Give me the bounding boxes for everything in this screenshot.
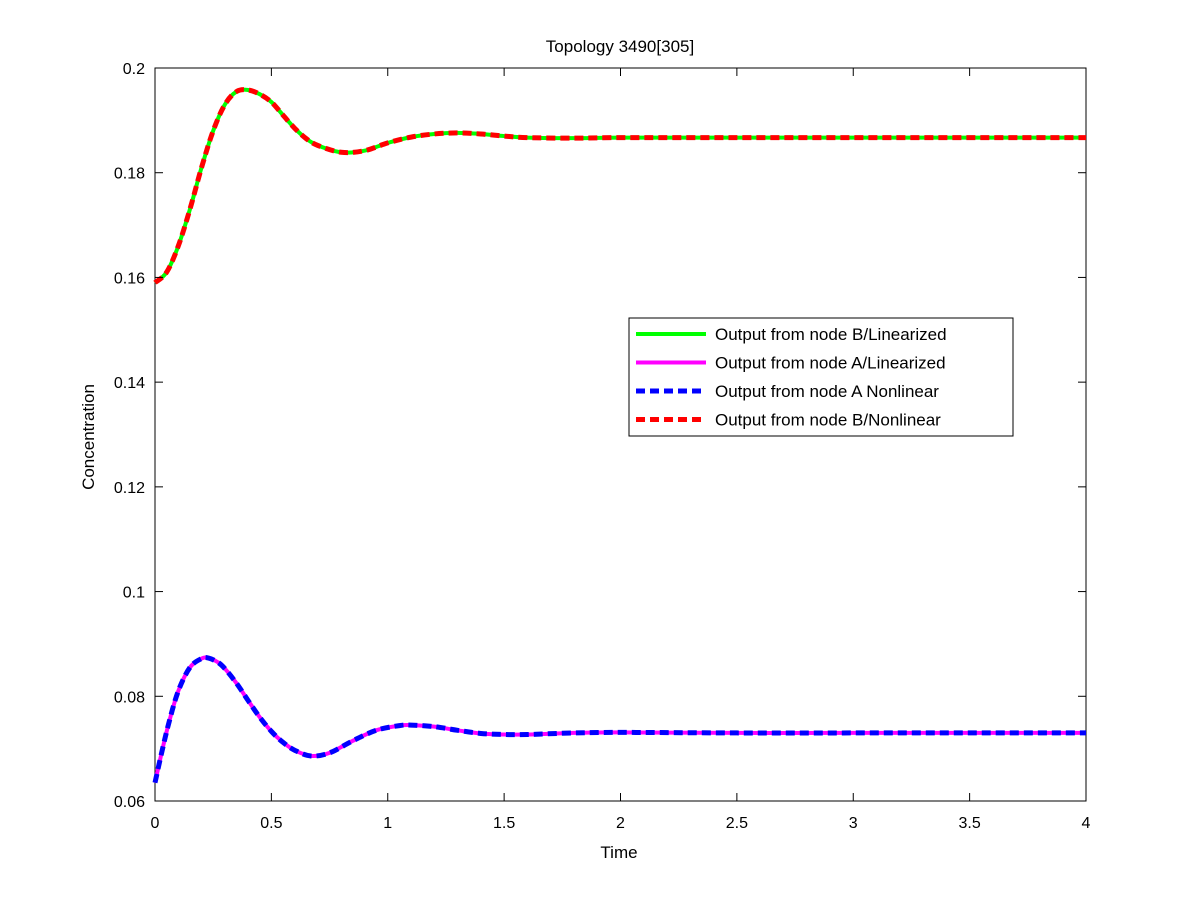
series-layer [152,87,1086,784]
ticks-layer: 0 0.5 1 1.5 2 2.5 3 3.5 4 0.06 0.08 0.1 0.12 0.14 0.16… [114,61,1091,832]
legend-label-1: Output from node B/Linearized [715,325,947,344]
legend-box [628,317,1014,437]
x-axis-title: Time [600,843,637,862]
legend-label-2: Output from node A/Linearized [715,354,946,373]
y-tick-label: 0.16 [114,270,145,287]
series-line-2 [153,655,1086,784]
chart-title: Topology 3490[305] [546,37,694,56]
series-line-4 [153,87,1086,285]
y-tick-label: 0.1 [123,585,145,602]
y-tick-label: 0.06 [114,794,145,811]
x-tick-label: 3.5 [959,815,981,832]
y-axis-title: Concentration [79,384,98,490]
x-tick-label: 4 [1082,815,1091,832]
x-tick-label: 2 [616,815,625,832]
y-tick-label: 0.2 [123,61,145,78]
x-tick-label: 1 [383,815,392,832]
x-tick-label: 0.5 [260,815,282,832]
x-tick-label: 3 [849,815,858,832]
y-tick-label: 0.18 [114,166,145,183]
y-tick-label: 0.14 [114,375,145,392]
legend-label-3: Output from node A Nonlinear [715,382,939,401]
y-tick-label: 0.08 [114,689,145,706]
x-tick-label: 1.5 [493,815,515,832]
x-tick-label: 0 [151,815,160,832]
plot-area: 0 0.5 1 1.5 2 2.5 3 3.5 4 0.06 0.08 0.1 0.12 0.14 0.16… [114,61,1091,832]
x-tick-label: 2.5 [726,815,748,832]
legend-label-4: Output from node B/Nonlinear [715,411,941,430]
legend: Output from node B/Linearized Output from… [628,317,1014,437]
y-tick-label: 0.12 [114,480,145,497]
